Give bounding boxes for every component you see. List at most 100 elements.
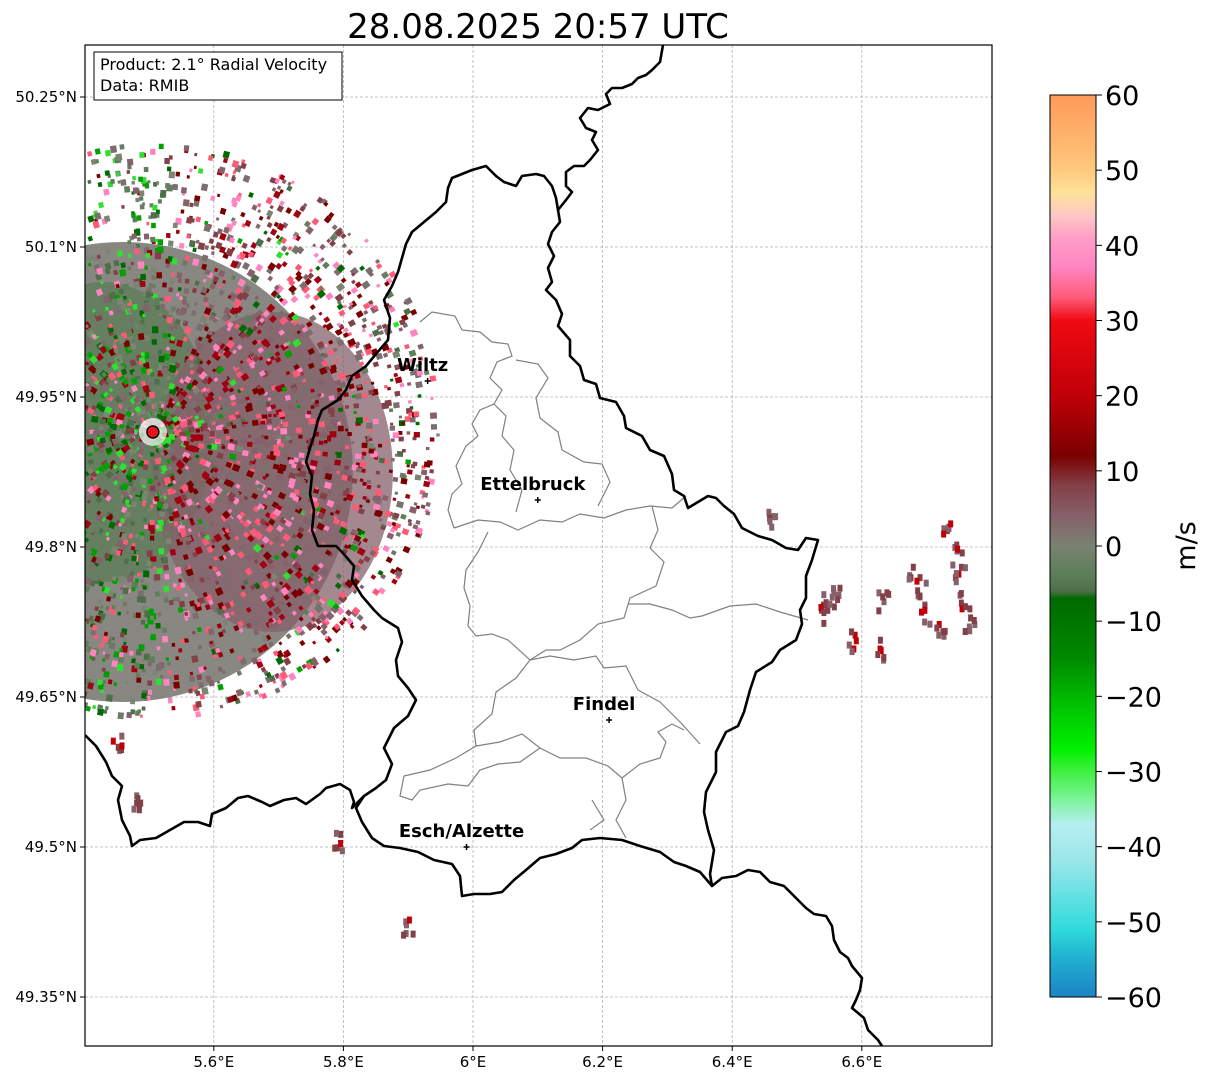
- echo-pixel: [267, 397, 272, 401]
- echo-pixel: [313, 588, 320, 595]
- echo-pixel: [239, 511, 246, 518]
- echo-pixel: [130, 698, 136, 705]
- echo-pixel: [201, 422, 208, 430]
- echo-pixel: [276, 205, 284, 213]
- echo-pixel: [319, 492, 328, 501]
- echo-pixel: [117, 404, 123, 410]
- echo-pixel: [251, 492, 259, 500]
- echo-pixel: [355, 466, 363, 473]
- echo-pixel: [266, 406, 272, 412]
- echo-pixel: [115, 549, 122, 556]
- echo-pixel: [200, 286, 208, 294]
- echo-pixel: [95, 320, 102, 327]
- echo-pixel: [222, 386, 230, 394]
- echo-pixel: [273, 449, 281, 457]
- echo-pixel: [207, 495, 217, 505]
- echo-pixel: [142, 313, 146, 318]
- echo-pixel: [95, 512, 105, 523]
- echo-pixel: [217, 651, 224, 658]
- echo-pixel: [297, 367, 304, 374]
- echo-pixel: [85, 385, 93, 392]
- echo-pixel: [150, 148, 156, 155]
- colorbar-tick-label: 30: [1105, 307, 1139, 338]
- echo-pixel: [161, 304, 165, 309]
- echo-pixel: [352, 578, 360, 586]
- echo-pixel: [324, 322, 334, 331]
- echo-pixel: [85, 337, 91, 347]
- echo-pixel: [360, 468, 366, 473]
- echo-pixel: [268, 641, 275, 648]
- echo-pixel: [274, 587, 280, 593]
- echo-pixel: [767, 517, 773, 525]
- echo-pixel: [234, 419, 239, 424]
- echo-pixel: [388, 306, 396, 313]
- echo-pixel: [327, 406, 335, 414]
- echo-pixel: [103, 709, 108, 714]
- echo-pixel: [90, 629, 97, 636]
- echo-pixel: [87, 458, 95, 466]
- echo-pixel: [117, 522, 123, 527]
- echo-pixel: [157, 402, 162, 408]
- echo-pixel: [310, 656, 318, 664]
- echo-pixel: [166, 419, 175, 428]
- echo-pixel: [265, 442, 271, 448]
- echo-pixel: [129, 650, 134, 656]
- echo-pixel: [219, 466, 225, 472]
- echo-pixel: [334, 509, 341, 515]
- echo-pixel: [214, 485, 223, 495]
- echo-pixel: [375, 470, 381, 475]
- echo-pixel: [398, 415, 403, 419]
- echo-pixel: [361, 280, 371, 290]
- echo-pixel: [279, 200, 285, 207]
- echo-pixel: [210, 471, 219, 479]
- echo-pixel: [316, 289, 326, 299]
- echo-pixel: [223, 306, 232, 316]
- echo-pixel: [119, 268, 127, 277]
- echo-pixel: [97, 704, 103, 710]
- echo-pixel: [85, 519, 92, 529]
- echo-pixel: [294, 570, 304, 579]
- echo-pixel: [204, 269, 210, 275]
- echo-pixel: [394, 491, 399, 495]
- echo-pixel: [335, 647, 341, 653]
- echo-pixel: [119, 648, 123, 653]
- echo-pixel: [186, 175, 190, 179]
- echo-pixel: [130, 384, 138, 393]
- echo-pixel: [221, 379, 230, 388]
- echo-pixel: [330, 364, 337, 371]
- echo-pixel: [380, 573, 387, 580]
- echo-core: [152, 312, 393, 632]
- echo-pixel: [132, 175, 136, 181]
- echo-pixel: [258, 215, 264, 221]
- echo-pixel: [370, 321, 376, 326]
- echo-pixel: [322, 655, 331, 664]
- echo-pixel: [193, 302, 198, 306]
- echo-pixel: [424, 475, 430, 481]
- echo-pixel: [423, 369, 430, 376]
- echo-pixel: [366, 435, 371, 440]
- echo-pixel: [89, 648, 97, 657]
- echo-pixel: [293, 364, 300, 371]
- echo-pixel: [245, 553, 253, 562]
- echo-pixel: [270, 404, 277, 410]
- echo-pixel: [406, 431, 411, 435]
- echo-pixel: [235, 522, 241, 529]
- echo-pixel: [365, 266, 374, 275]
- echo-pixel: [117, 353, 124, 360]
- echo-pixel: [324, 472, 333, 481]
- echo-pixel: [340, 447, 345, 453]
- echo-pixel: [219, 232, 227, 241]
- echo-pixel: [89, 355, 98, 364]
- city-label: Wiltz: [397, 355, 448, 376]
- echo-pixel: [218, 555, 225, 562]
- echo-pixel: [143, 524, 148, 529]
- y-tick-label: 50.25°N: [15, 88, 77, 106]
- echo-pixel: [258, 356, 264, 361]
- echo-pixel: [141, 668, 146, 673]
- echo-pixel: [365, 499, 371, 504]
- echo-pixel: [240, 211, 246, 218]
- echo-pixel: [237, 490, 242, 496]
- echo-pixel: [160, 297, 164, 302]
- echo-pixel: [160, 458, 168, 466]
- echo-pixel: [395, 523, 402, 529]
